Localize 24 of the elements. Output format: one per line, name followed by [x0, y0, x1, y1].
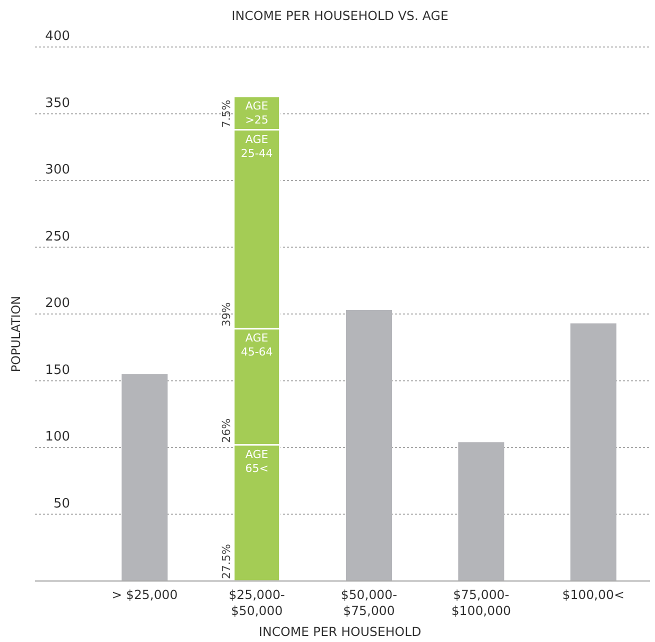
series-label: AGE >25 [245, 99, 268, 126]
x-tick-label: $50,000-$75,000 [340, 587, 398, 618]
y-tick-label: 350 [45, 96, 70, 111]
y-tick-label: 200 [45, 296, 70, 311]
y-tick-label: 50 [53, 496, 70, 512]
x-tick-label: $25,000-$50,000 [228, 587, 285, 618]
y-tick-label: 300 [45, 162, 70, 178]
x-tick-label: $100,00< [562, 587, 624, 602]
y-tick-label: 250 [45, 229, 70, 244]
annotation: 7.5% [220, 100, 233, 128]
annotation: 27.5% [220, 544, 233, 579]
y-tick-label: 100 [45, 430, 70, 444]
series-label: AGE 45-64 [240, 332, 273, 359]
x-axis-title: INCOME PER HOUSEHOLD [258, 624, 422, 639]
chart-title: INCOME PER HOUSEHOLD VS. AGE [232, 8, 448, 23]
series-label: AGE 25-44 [240, 132, 273, 160]
x-tick-label: > $25,000 [112, 587, 178, 602]
annotation: 39% [220, 302, 233, 327]
x-tick-label: $75,000-$100,000 [451, 587, 512, 618]
y-tick-label: 150 [45, 362, 70, 378]
annotation: 26% [220, 418, 233, 443]
y-tick-label: 400 [45, 29, 70, 44]
series-label: AGE 65< [245, 448, 268, 475]
y-axis-title: POPULATION [9, 296, 23, 372]
